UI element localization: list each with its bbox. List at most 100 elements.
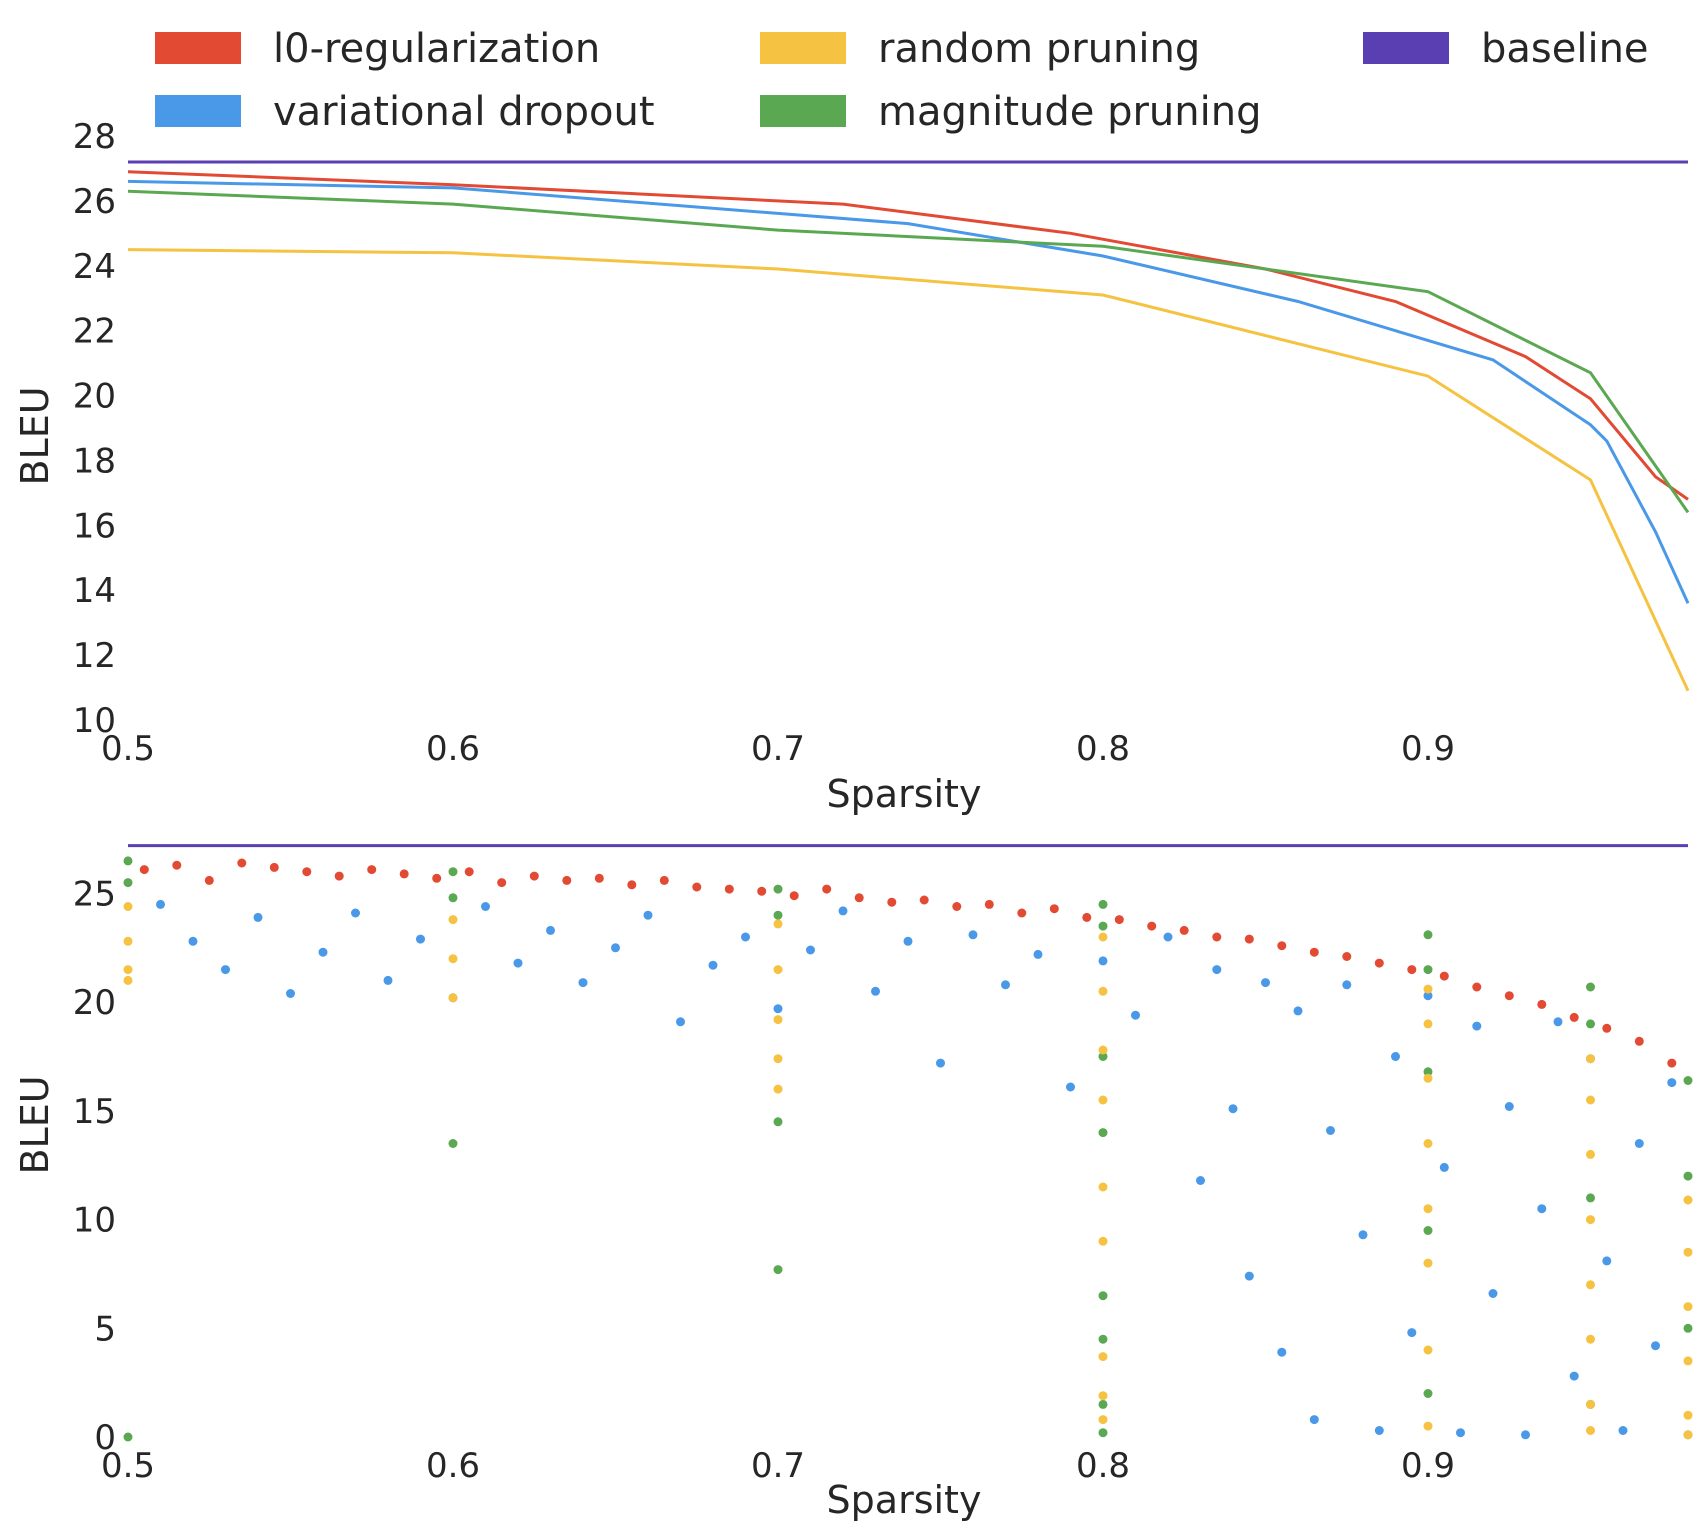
scatter-point-random [1098, 1391, 1108, 1401]
scatter-point-random [773, 1015, 783, 1025]
scatter-point-random [1098, 932, 1108, 942]
scatter-series-vd [156, 899, 1693, 1440]
scatter-point-magnitude [1586, 1193, 1595, 1203]
scatter-point-magnitude [448, 893, 458, 903]
scatter-point-l0 [269, 862, 279, 872]
scatter-point-vd [1309, 1415, 1319, 1425]
scatter-point-vd [1423, 991, 1433, 1001]
x-axis-label: Sparsity [827, 1478, 982, 1522]
scatter-point-l0 [529, 871, 539, 881]
legend-label: variational dropout [273, 89, 655, 135]
x-tick-label: 0.5 [101, 1446, 155, 1486]
scatter-point-magnitude [448, 867, 458, 877]
scatter-point-random [1586, 1334, 1595, 1344]
scatter-point-vd [1098, 956, 1108, 966]
legend-item-l0: l0-regularization [155, 26, 600, 72]
series-line-vd [127, 179, 1690, 604]
y-tick-label: 20 [73, 983, 116, 1023]
y-tick-label: 14 [73, 571, 116, 611]
scatter-point-l0 [1212, 932, 1222, 942]
scatter-point-vd [871, 986, 880, 996]
scatter-point-random [773, 919, 783, 929]
scatter-point-l0 [1082, 912, 1092, 922]
scatter-point-magnitude [448, 1139, 458, 1148]
x-tick-label: 0.6 [426, 729, 480, 769]
line-chart-panel: 10 12 14 16 18 20 22 24 26 28 0.5 0.6 0.7 0.8 0.9 Spa… [13, 117, 1690, 816]
scatter-point-vd [351, 908, 360, 918]
scatter-point-vd [1407, 1328, 1417, 1338]
legend-label: l0-regularization [273, 26, 600, 72]
scatter-point-magnitude [773, 1117, 783, 1127]
scatter-point-vd [611, 943, 620, 953]
x-tick-labels: 0.5 0.6 0.7 0.8 0.9 [101, 729, 1455, 769]
scatter-point-magnitude [1098, 921, 1108, 931]
legend-swatch [760, 95, 846, 127]
scatter-point-l0 [659, 875, 669, 885]
scatter-point-vd [286, 989, 295, 998]
x-tick-label: 0.7 [751, 729, 805, 769]
scatter-point-vd [968, 930, 978, 940]
legend-swatch [155, 32, 241, 64]
scatter-point-vd [838, 906, 848, 916]
scatter-point-random [448, 954, 458, 964]
scatter-point-vd [578, 978, 588, 988]
scatter-point-random [123, 975, 133, 985]
scatter-point-l0 [1114, 915, 1124, 925]
legend-item-baseline: baseline [1363, 26, 1649, 72]
scatter-point-vd [936, 1058, 945, 1068]
scatter-point-l0 [464, 867, 474, 877]
scatter-point-vd [253, 912, 263, 922]
scatter-point-l0 [724, 884, 734, 894]
scatter-point-magnitude [1423, 930, 1433, 940]
scatter-point-random [448, 993, 458, 1003]
scatter-point-vd [1244, 1271, 1254, 1281]
y-tick-label: 10 [73, 701, 116, 741]
legend-label: baseline [1481, 26, 1649, 72]
scatter-point-random [1586, 1399, 1595, 1409]
scatter-point-vd [1569, 1371, 1579, 1381]
scatter-point-magnitude [773, 1265, 783, 1275]
scatter-point-l0 [919, 895, 929, 905]
scatter-point-random [1683, 1247, 1693, 1257]
scatter-point-random [1098, 1182, 1108, 1192]
scatter-point-l0 [237, 858, 247, 868]
scatter-point-random [123, 965, 133, 975]
scatter-point-magnitude [1098, 1128, 1108, 1138]
y-tick-label: 26 [73, 182, 116, 222]
scatter-point-vd [1391, 1052, 1400, 1061]
scatter-point-vd [513, 958, 523, 968]
scatter-point-vd [1504, 1102, 1514, 1111]
scatter-point-l0 [627, 880, 637, 890]
scatter-point-l0 [1374, 958, 1384, 968]
legend-label: magnitude pruning [878, 89, 1261, 135]
scatter-point-magnitude [1586, 982, 1595, 992]
scatter-point-vd [188, 936, 198, 946]
scatter-point-random [1423, 1345, 1433, 1355]
scatter-point-l0 [1309, 947, 1319, 957]
scatter-point-l0 [952, 902, 962, 911]
scatter-point-l0 [1569, 1012, 1579, 1022]
scatter-point-vd [1456, 1428, 1465, 1438]
scatter-point-l0 [204, 875, 214, 885]
scatter-point-random [1098, 1236, 1108, 1246]
scatter-point-random [1098, 1045, 1108, 1055]
scatter-point-vd [1293, 1006, 1303, 1016]
scatter-point-vd [1651, 1341, 1660, 1351]
scatter-point-vd [1033, 949, 1043, 959]
scatter-point-vd [1374, 1426, 1384, 1435]
scatter-point-random [1423, 1258, 1433, 1268]
scatter-point-vd [1602, 1256, 1612, 1266]
scatter-point-random [1423, 1073, 1433, 1083]
scatter-point-l0 [594, 873, 604, 883]
scatter-point-l0 [1277, 941, 1287, 951]
scatter-point-random [1586, 1215, 1595, 1225]
y-tick-label: 28 [73, 117, 116, 157]
series-line-magnitude [127, 189, 1690, 514]
scatter-point-magnitude [1423, 1067, 1433, 1077]
scatter-point-vd [676, 1017, 685, 1027]
y-tick-label: 5 [94, 1309, 116, 1349]
scatter-point-l0 [887, 897, 897, 907]
scatter-point-magnitude [123, 1432, 133, 1442]
scatter-point-l0 [1537, 999, 1547, 1009]
scatter-point-random [448, 915, 458, 925]
